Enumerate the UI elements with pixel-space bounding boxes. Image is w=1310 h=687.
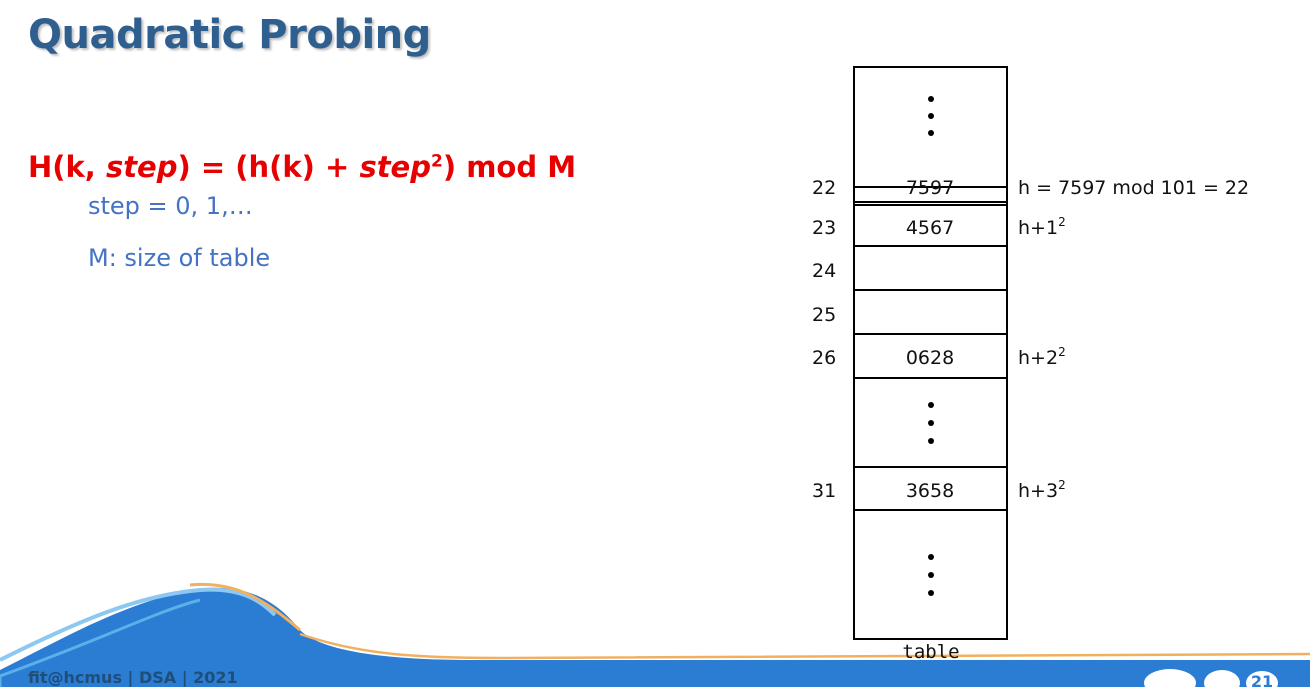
index-24: 24 [812, 260, 836, 282]
index-25: 25 [812, 304, 836, 326]
table-label: table [902, 641, 959, 663]
table-outline [853, 66, 1008, 640]
index-26: 26 [812, 347, 836, 369]
note-23: h+12 [1018, 215, 1066, 239]
note-22: h = 7597 mod 101 = 22 [1018, 177, 1249, 199]
note-step: step = 0, 1,… [88, 192, 253, 220]
page-badge: 21 [1144, 669, 1278, 687]
index-22: 22 [812, 177, 836, 199]
formula-step-2: step [359, 150, 431, 184]
formula-suffix: ) mod M [442, 150, 577, 184]
index-31: 31 [812, 480, 836, 502]
note-26: h+22 [1018, 345, 1066, 369]
value-23: 4567 [906, 217, 954, 239]
note-size: M: size of table [88, 244, 271, 272]
note-31: h+32 [1018, 478, 1066, 502]
index-23: 23 [812, 217, 836, 239]
formula-prefix: H(k, [28, 150, 106, 184]
footer-text: fit@hcmus | DSA | 2021 [28, 668, 238, 687]
ellipsis-top [928, 96, 934, 136]
ellipsis-bottom [928, 554, 934, 596]
value-22: 7597 [906, 177, 954, 199]
slide-title: Quadratic Probing [28, 12, 431, 58]
value-31: 3658 [906, 480, 954, 502]
formula-step-1: step [105, 150, 178, 184]
cell-borders [854, 186, 1007, 511]
value-26: 0628 [906, 347, 954, 369]
ellipsis-middle [928, 402, 934, 444]
footer-wave [0, 582, 1310, 687]
formula-mid: ) = (h(k) + [177, 150, 360, 184]
formula-exponent: 2 [431, 151, 443, 172]
probe-formula: H(k, step) = (h(k) + step2) mod M [28, 150, 576, 184]
page-number: 21 [1251, 672, 1273, 687]
